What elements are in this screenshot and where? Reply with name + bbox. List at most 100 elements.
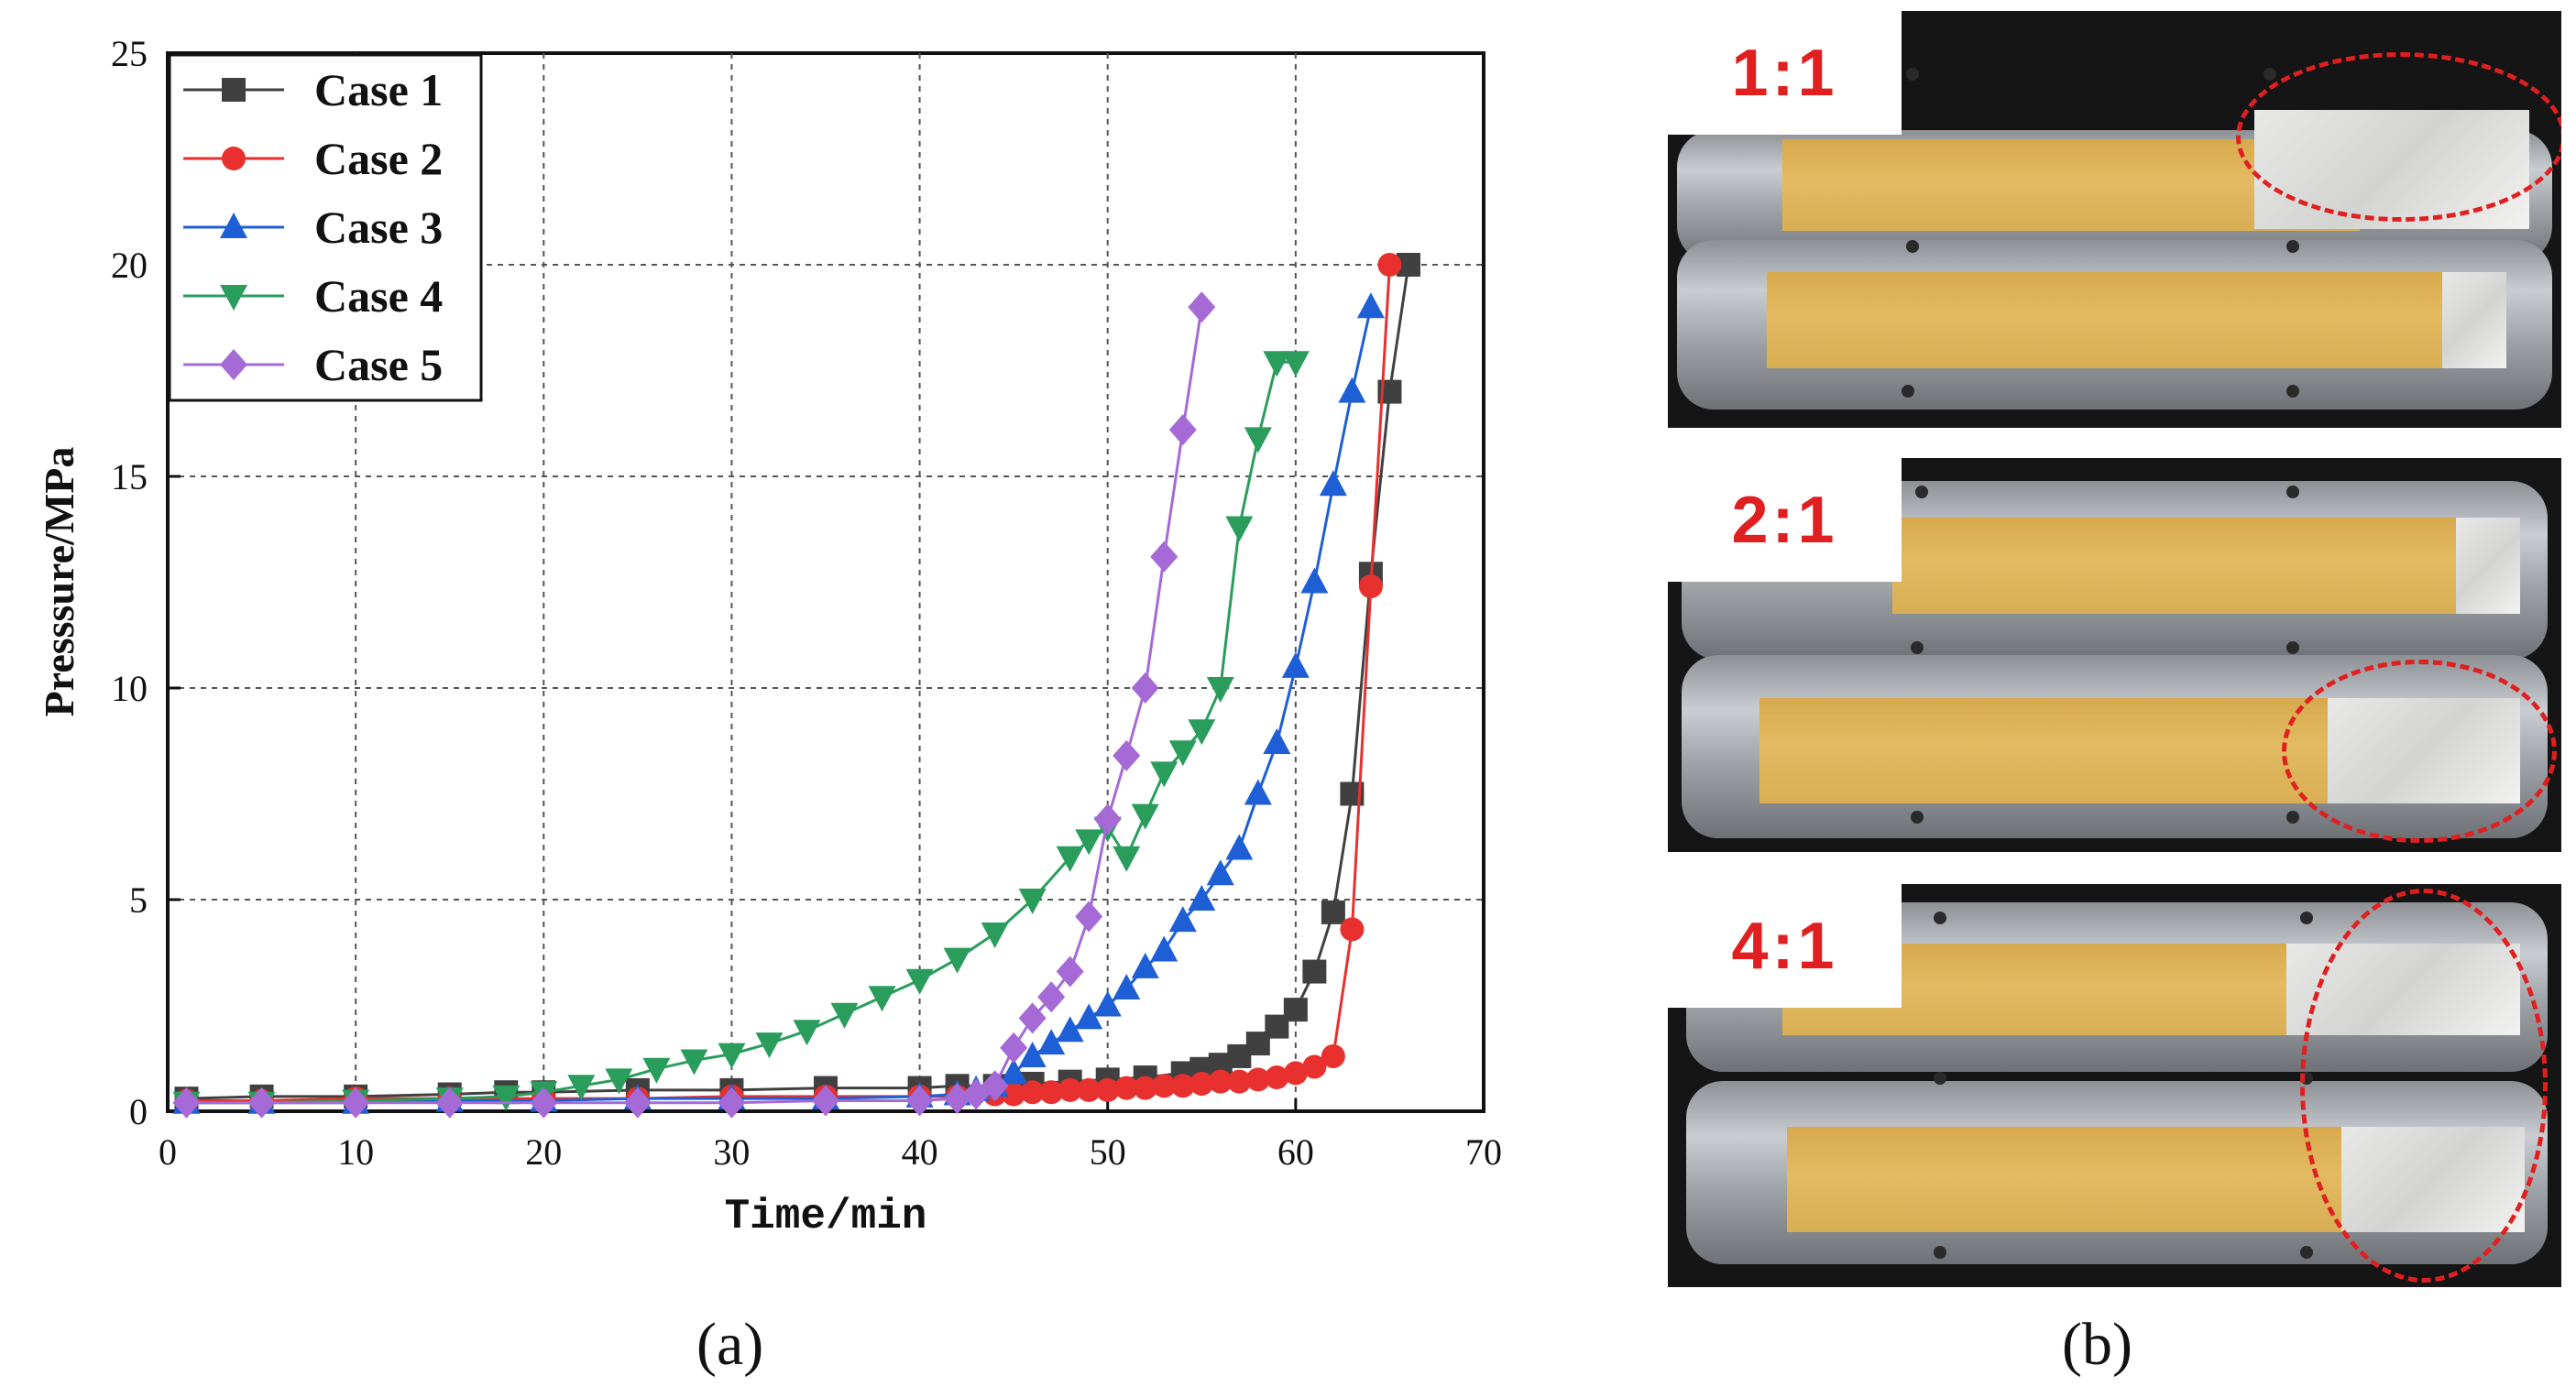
data-point bbox=[1302, 1054, 1327, 1079]
data-point bbox=[435, 1087, 464, 1119]
y-tick-label: 5 bbox=[129, 879, 148, 921]
legend-marker bbox=[222, 78, 246, 102]
data-point bbox=[1188, 291, 1216, 323]
bolt-hole bbox=[2300, 912, 2313, 924]
data-point bbox=[1018, 1041, 1047, 1067]
data-point bbox=[1095, 1077, 1120, 1102]
data-point bbox=[1263, 351, 1291, 377]
data-point bbox=[247, 1087, 276, 1119]
grid-lines bbox=[168, 53, 1484, 1111]
x-tick-label: 0 bbox=[159, 1131, 177, 1173]
data-point bbox=[1075, 901, 1103, 933]
data-point bbox=[1056, 956, 1084, 988]
data-point bbox=[1093, 990, 1122, 1017]
x-tick-label: 50 bbox=[1090, 1131, 1126, 1173]
series-line bbox=[186, 306, 1203, 1105]
data-point bbox=[1056, 846, 1084, 872]
data-point bbox=[981, 1070, 1009, 1102]
y-tick-label: 25 bbox=[111, 33, 148, 74]
bolt-hole bbox=[1906, 68, 1919, 81]
data-point bbox=[530, 1087, 558, 1119]
legend: Case 1 Case 2 Case 3 Case 4 Case 5 bbox=[168, 53, 483, 402]
data-point bbox=[1188, 885, 1216, 911]
panel-a-label: (a) bbox=[696, 1311, 764, 1378]
data-point bbox=[1113, 974, 1141, 1000]
data-point bbox=[1113, 739, 1141, 771]
data-point bbox=[812, 1085, 839, 1117]
data-point bbox=[1093, 803, 1122, 835]
data-point bbox=[1131, 672, 1159, 704]
data-point bbox=[623, 1087, 652, 1119]
panel-b-label: (b) bbox=[2062, 1311, 2132, 1378]
white-deposit bbox=[2456, 518, 2520, 614]
grout-fill bbox=[1767, 272, 2445, 368]
data-point bbox=[1075, 1003, 1103, 1030]
legend-label: Case 3 bbox=[314, 202, 443, 253]
data-point bbox=[1321, 1043, 1345, 1068]
grout-fill bbox=[1892, 518, 2461, 614]
legend-label: Case 4 bbox=[314, 270, 443, 322]
data-point bbox=[1302, 959, 1327, 984]
data-point bbox=[1283, 1061, 1308, 1086]
x-tick-label: 70 bbox=[1465, 1131, 1502, 1173]
data-point bbox=[642, 1057, 671, 1084]
data-point bbox=[1018, 889, 1047, 914]
data-point bbox=[1000, 1058, 1028, 1085]
bolt-hole bbox=[1906, 240, 1919, 253]
data-point bbox=[1188, 719, 1216, 746]
series-4 bbox=[172, 351, 1310, 1118]
x-tick-label: 10 bbox=[337, 1131, 374, 1173]
data-point bbox=[1020, 1080, 1045, 1105]
bolt-hole bbox=[2286, 486, 2299, 498]
bolt-hole bbox=[1934, 1072, 1946, 1085]
data-point bbox=[1245, 1067, 1270, 1092]
bolt-hole bbox=[1934, 1246, 1946, 1259]
data-point bbox=[1113, 846, 1141, 872]
data-point bbox=[680, 1049, 708, 1076]
data-point bbox=[1281, 651, 1310, 678]
y-tick-label: 15 bbox=[111, 456, 148, 497]
data-point bbox=[492, 1085, 521, 1111]
data-point bbox=[1131, 803, 1159, 830]
data-point bbox=[1152, 1074, 1177, 1098]
data-point bbox=[1319, 470, 1347, 497]
highlight-ellipse bbox=[2300, 889, 2548, 1283]
ratio-label: 1:1 bbox=[1668, 11, 1902, 135]
data-point bbox=[1058, 1077, 1082, 1102]
legend-marker bbox=[220, 285, 247, 311]
data-point bbox=[1225, 834, 1254, 860]
data-point bbox=[1056, 1016, 1084, 1043]
data-point bbox=[1131, 952, 1159, 978]
y-axis-title: Presssure/MPa bbox=[36, 447, 82, 717]
bolt-hole bbox=[2286, 641, 2299, 654]
x-tick-label: 20 bbox=[525, 1131, 562, 1173]
data-point bbox=[1168, 906, 1197, 933]
data-point bbox=[1150, 541, 1178, 573]
bolt-hole bbox=[2286, 811, 2299, 824]
series-5 bbox=[172, 291, 1216, 1119]
ratio-label: 4:1 bbox=[1668, 884, 1902, 1008]
photo-ratio-2-1: 2:1 bbox=[1668, 458, 2561, 852]
data-point bbox=[1321, 900, 1345, 924]
data-point bbox=[905, 968, 934, 995]
data-point bbox=[567, 1075, 596, 1101]
data-point bbox=[755, 1032, 784, 1059]
white-deposit bbox=[2442, 272, 2506, 368]
bolt-hole bbox=[2286, 385, 2299, 398]
bolt-hole bbox=[1911, 641, 1924, 654]
data-point bbox=[1168, 414, 1197, 446]
bolt-hole bbox=[2286, 240, 2299, 253]
y-tick-label: 0 bbox=[129, 1091, 148, 1132]
data-point bbox=[1077, 1077, 1102, 1102]
data-point bbox=[830, 1002, 859, 1029]
data-point bbox=[1263, 728, 1291, 755]
data-point bbox=[1340, 917, 1365, 942]
pressure-time-chart: 0 10 20 30 40 50 60 70 0 5 10 15 20 25 Time/min Press… bbox=[36, 33, 1502, 1240]
data-point bbox=[1338, 377, 1366, 403]
data-point bbox=[793, 1020, 821, 1046]
data-point bbox=[1168, 740, 1197, 767]
data-point bbox=[605, 1068, 633, 1095]
data-point bbox=[1114, 1076, 1139, 1100]
series-3 bbox=[172, 292, 1385, 1114]
data-point bbox=[943, 1083, 971, 1115]
